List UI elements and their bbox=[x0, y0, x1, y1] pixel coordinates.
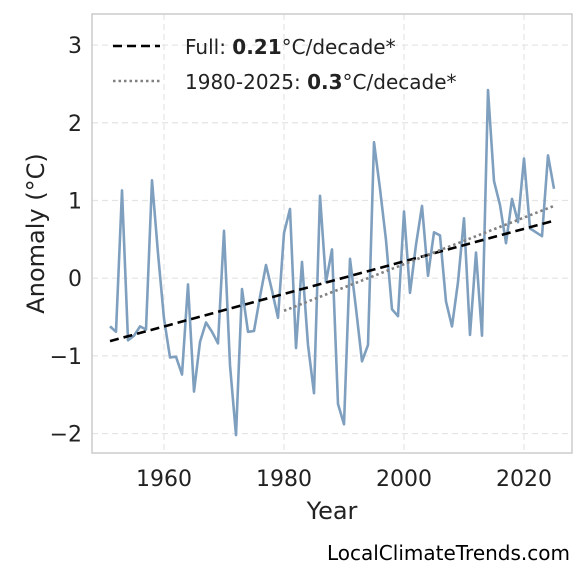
legend-entry: 1980-2025: 0.3°C/decade* bbox=[185, 70, 457, 94]
series-layer bbox=[109, 88, 556, 437]
y-tick-label: 3 bbox=[68, 34, 82, 59]
y-tick-label: 2 bbox=[68, 112, 82, 137]
y-tick-label: −2 bbox=[50, 423, 82, 448]
y-axis-title: Anomaly (°C) bbox=[22, 153, 50, 313]
legend: Full: 0.21°C/decade*1980-2025: 0.3°C/dec… bbox=[113, 35, 457, 94]
x-tick-label: 1980 bbox=[256, 467, 312, 492]
y-tick-label: −1 bbox=[50, 345, 82, 370]
full-trend-line bbox=[109, 219, 555, 343]
x-tick-label: 2020 bbox=[496, 467, 552, 492]
recent-trend-line bbox=[283, 204, 555, 313]
x-axis-title: Year bbox=[306, 497, 358, 525]
legend-suffix: °C/decade* bbox=[282, 35, 396, 59]
legend-prefix: 1980-2025: bbox=[185, 70, 307, 94]
legend-value: 0.21 bbox=[232, 35, 281, 59]
y-tick-labels: −2 −1 0 1 2 3 bbox=[50, 34, 82, 447]
credit-text: LocalClimateTrends.com bbox=[327, 541, 570, 565]
y-tick-label: 0 bbox=[68, 267, 82, 292]
x-tick-label: 1960 bbox=[136, 467, 192, 492]
y-tick-label: 1 bbox=[68, 189, 82, 214]
x-tick-label: 2000 bbox=[376, 467, 432, 492]
legend-value: 0.3 bbox=[307, 70, 342, 94]
x-tick-labels: 1960 1980 2000 2020 bbox=[136, 467, 552, 492]
legend-prefix: Full: bbox=[185, 35, 232, 59]
legend-suffix: °C/decade* bbox=[343, 70, 457, 94]
anomaly-series-line bbox=[109, 88, 556, 437]
plot-frame bbox=[91, 13, 573, 454]
legend-entry: Full: 0.21°C/decade* bbox=[185, 35, 396, 59]
